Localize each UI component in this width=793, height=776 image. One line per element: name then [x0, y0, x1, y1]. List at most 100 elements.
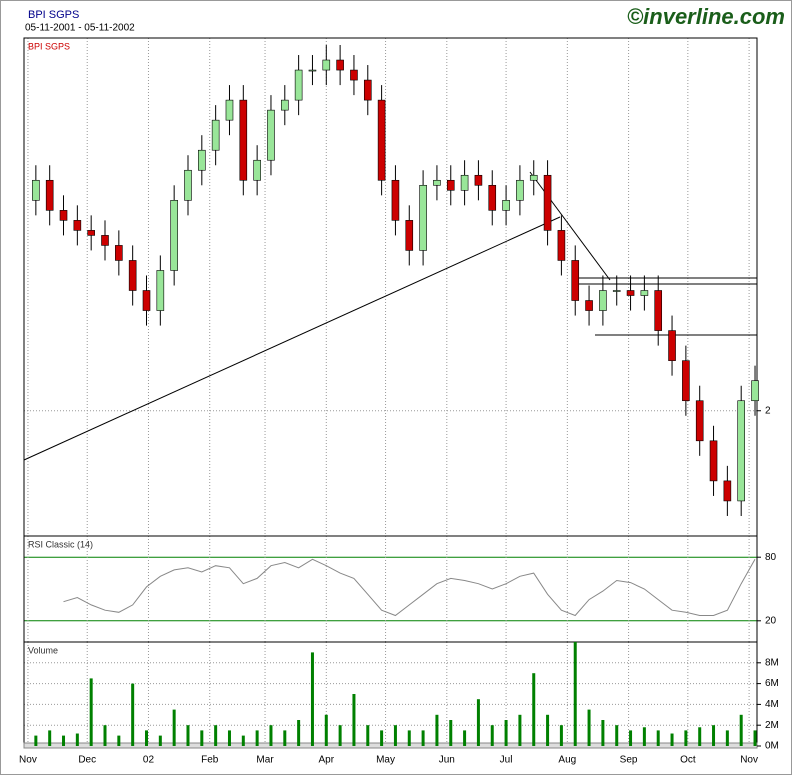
- volume-bar: [753, 730, 757, 746]
- volume-bar: [366, 725, 370, 746]
- volume-bar: [324, 714, 328, 746]
- candle-body: [32, 179, 40, 201]
- candle-body: [350, 69, 358, 81]
- trendline: [23, 216, 561, 461]
- header-range: 05-11-2001 - 05-11-2002: [25, 23, 135, 34]
- brand: ©inverline.com: [627, 4, 785, 29]
- volume-bar: [117, 735, 121, 746]
- volume-bar: [338, 725, 342, 746]
- volume-bar: [34, 735, 38, 746]
- candle-body: [156, 270, 165, 311]
- candle-body: [433, 179, 441, 186]
- x-tick-label: Jul: [500, 755, 513, 766]
- volume-bar: [158, 735, 162, 746]
- volume-bar: [573, 642, 577, 746]
- candle-body: [322, 59, 331, 71]
- candle-body: [170, 200, 178, 271]
- x-tick-label: Dec: [78, 755, 96, 766]
- volume-bar: [380, 730, 384, 746]
- volume-bar: [712, 725, 716, 746]
- volume-bar: [656, 730, 660, 746]
- volume-bar: [310, 652, 314, 746]
- volume-bar: [463, 730, 467, 746]
- candle-body: [502, 200, 510, 211]
- candle-body: [612, 290, 621, 292]
- candle-body: [115, 245, 123, 261]
- x-tick-label: Oct: [680, 755, 696, 766]
- volume-bar: [62, 735, 66, 746]
- panel-title: Volume: [28, 645, 58, 655]
- volume-bar: [283, 730, 287, 746]
- volume-bar: [227, 730, 231, 746]
- candle-body: [73, 220, 82, 231]
- candle-body: [709, 440, 718, 482]
- volume-bar: [449, 720, 453, 746]
- volume-bar: [48, 730, 52, 746]
- candle-body: [557, 230, 566, 261]
- volume-bar: [559, 725, 563, 746]
- volume-bar: [670, 733, 674, 746]
- candle-body: [59, 210, 68, 221]
- candle-body: [640, 290, 649, 296]
- candle-body: [737, 400, 745, 502]
- volume-bar: [172, 709, 176, 746]
- candle-body: [695, 400, 704, 442]
- volume-bar: [476, 699, 480, 746]
- x-tick-label: Nov: [19, 755, 37, 766]
- volume-bar: [144, 730, 148, 746]
- volume-bar: [739, 714, 743, 746]
- x-tick-label: Aug: [558, 755, 576, 766]
- candle-body: [239, 99, 248, 181]
- candle-body: [294, 69, 303, 101]
- y-tick-label: 20: [765, 615, 777, 626]
- candle-body: [585, 300, 593, 311]
- volume-bar: [532, 673, 536, 746]
- volume-bar: [684, 730, 688, 746]
- volume-bar: [200, 730, 204, 746]
- volume-bar: [490, 725, 494, 746]
- candle-body: [405, 220, 414, 251]
- x-tick-label: Apr: [319, 755, 335, 766]
- candle-body: [419, 184, 427, 251]
- volume-bar: [269, 725, 273, 746]
- volume-bar: [421, 730, 425, 746]
- volume-bar: [601, 720, 605, 746]
- candle-body: [142, 290, 151, 311]
- volume-bar: [642, 727, 646, 746]
- candle-body: [308, 69, 317, 72]
- x-tick-label: Jun: [439, 755, 455, 766]
- candle-body: [460, 174, 469, 191]
- candle-body: [474, 174, 483, 186]
- volume-bar: [255, 730, 259, 746]
- x-tick-label: May: [376, 755, 395, 766]
- y-tick-label: 2: [765, 405, 771, 416]
- candle-body: [654, 290, 663, 331]
- header-title: BPI SGPS: [28, 9, 79, 21]
- candle-body: [211, 119, 220, 151]
- candle-body: [599, 290, 607, 311]
- volume-bar: [587, 709, 591, 746]
- volume-bar: [103, 725, 107, 746]
- candle-body: [751, 380, 759, 402]
- volume-bar: [546, 714, 550, 746]
- x-tick-label: 02: [143, 755, 155, 766]
- volume-bar: [698, 727, 702, 746]
- volume-bar: [89, 678, 93, 746]
- volume-bar: [241, 735, 245, 746]
- rsi-line: [63, 558, 756, 617]
- x-tick-label: Feb: [201, 755, 219, 766]
- x-tick-label: Mar: [256, 755, 274, 766]
- candle-body: [280, 99, 289, 111]
- candle-body: [87, 230, 95, 236]
- candle-body: [198, 149, 206, 171]
- volume-bar: [393, 725, 397, 746]
- candle-body: [377, 99, 386, 181]
- candle-body: [363, 79, 372, 101]
- x-tick-label: Nov: [740, 755, 758, 766]
- candle-body: [336, 59, 344, 71]
- candle-body: [626, 290, 635, 296]
- candle-body: [128, 260, 137, 291]
- y-tick-label: 4M: [765, 699, 779, 710]
- trendline: [529, 171, 611, 281]
